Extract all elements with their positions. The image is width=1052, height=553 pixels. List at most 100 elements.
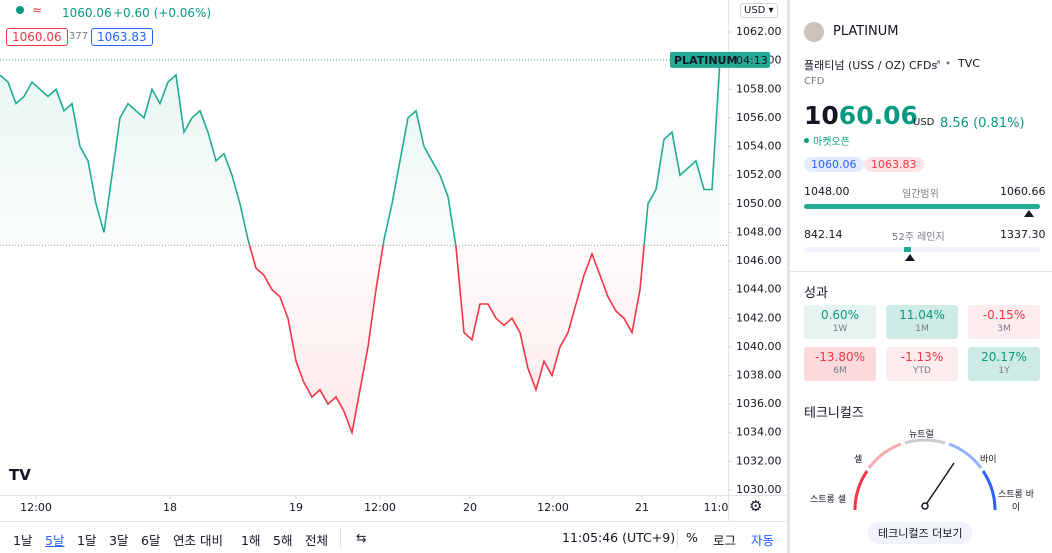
performance-value: -0.15% — [982, 308, 1026, 322]
x-tick-label: 12:00 — [20, 501, 52, 514]
x-tick-label: 19 — [289, 501, 303, 514]
description[interactable]: 플래티넘 (USS / OZ) CFDs — [804, 59, 938, 72]
y-tick-label: 1034.00 — [736, 426, 782, 439]
gauge-needle — [924, 462, 955, 507]
y-tick-label: 1038.00 — [736, 369, 782, 382]
date-range-icon[interactable]: ⇆ — [356, 530, 367, 545]
area-below — [0, 245, 720, 433]
ask-box[interactable]: 1063.83 — [91, 28, 153, 46]
sidebar: PLATINUM 플래티넘 (USS / OZ) CFDs ↗ • TVC CF… — [790, 0, 1052, 553]
performance-title: 성과 — [804, 286, 828, 301]
y-tick-label: 1052.00 — [736, 168, 782, 181]
chart: 1030.00 1032.00 1034.00 1036.00 1038.00 1040.… — [0, 0, 786, 522]
year-range-bar — [804, 247, 1040, 252]
divider — [340, 528, 341, 548]
y-tick-label: 1048.00 — [736, 225, 782, 238]
gauge-buy-label: 바이 — [980, 455, 997, 465]
y-tick-label: 1044.00 — [736, 283, 782, 296]
y-tick-label: 1032.00 — [736, 454, 782, 467]
range-button[interactable]: 5해 — [273, 533, 293, 548]
link-icon[interactable]: ↗ • — [932, 57, 952, 70]
y-tick-label: 1056.00 — [736, 111, 782, 124]
y-tick-label: 1042.00 — [736, 311, 782, 324]
symbol-icon — [804, 22, 824, 42]
performance-value: -13.80% — [814, 350, 866, 364]
performance-cell[interactable]: 11.04% 1M — [886, 305, 958, 339]
technicals-button[interactable]: 테크니컬즈 더보기 — [868, 522, 973, 544]
x-tick-label: 12:00 — [364, 501, 396, 514]
year-range-label: 52주 레인지 — [892, 232, 945, 243]
year-low: 842.14 — [804, 228, 843, 241]
price: 1060.06 — [804, 101, 918, 130]
performance-period: 1M — [915, 324, 929, 334]
y-tick-label: 1036.00 — [736, 397, 782, 410]
performance-period: 1Y — [998, 366, 1010, 376]
price-change: 8.56 (0.81%) — [940, 116, 1025, 131]
performance-cell[interactable]: -0.15% 3M — [968, 305, 1040, 339]
last-price-box — [670, 51, 770, 68]
currency-button[interactable]: USD ▾ — [740, 3, 778, 18]
x-tick-label: 18 — [163, 501, 177, 514]
range-button[interactable]: 연초 대비 — [173, 533, 223, 548]
x-tick-label: 21 — [635, 501, 649, 514]
gauge-sell-label: 셀 — [854, 455, 863, 465]
gauge-strong-buy-label: 스트롱 바이 — [998, 490, 1034, 513]
y-tick-label: 1062.00 — [736, 25, 782, 38]
price-unchanged: 10 — [804, 101, 839, 130]
range-button[interactable]: 3달 — [109, 533, 129, 548]
technicals-gauge — [853, 438, 997, 511]
spread: 377 — [69, 31, 89, 42]
y-tick-label: 1046.00 — [736, 254, 782, 267]
range-button[interactable]: 1달 — [77, 533, 97, 548]
performance-cell[interactable]: -13.80% 6M — [804, 347, 876, 381]
auto-toggle[interactable]: 자동 — [751, 533, 775, 548]
performance-period: 1W — [832, 324, 848, 334]
market-status: 마켓오픈 — [813, 137, 850, 148]
year-high: 1337.30 — [1000, 228, 1046, 241]
day-high: 1060.66 — [1000, 185, 1046, 198]
divider — [677, 528, 678, 548]
performance-period: 6M — [833, 366, 847, 376]
exchange: TVC — [958, 57, 980, 70]
price-line-below — [248, 245, 645, 436]
indicator-icon: ≈ — [32, 3, 43, 17]
y-tick-label: 1040.00 — [736, 340, 782, 353]
range-button[interactable]: 전체 — [305, 533, 329, 548]
technicals-title: 테크니컬즈 — [804, 406, 864, 421]
day-range-bar — [804, 204, 1040, 209]
range-button[interactable]: 1날 — [13, 533, 33, 548]
price-changed: 60.06 — [838, 101, 918, 130]
bid-badge: 1060.06 — [804, 157, 864, 172]
performance-cell[interactable]: -1.13% YTD — [886, 347, 958, 381]
settings-icon[interactable]: ⚙ — [749, 497, 763, 515]
performance-cell[interactable]: 0.60% 1W — [804, 305, 876, 339]
last-price-symbol: PLATINUM — [674, 54, 737, 67]
x-tick-label: 11:0 — [704, 501, 729, 514]
performance-value: 11.04% — [899, 308, 945, 322]
y-tick-label: 1050.00 — [736, 197, 782, 210]
percent-toggle[interactable]: % — [686, 530, 698, 545]
divider — [790, 271, 1052, 272]
bid-box[interactable]: 1060.06 — [6, 28, 68, 46]
performance-cell[interactable]: 20.17% 1Y — [968, 347, 1040, 381]
gauge-strong-buy — [981, 470, 997, 511]
log-toggle[interactable]: 로그 — [713, 533, 737, 548]
kind: CFD — [804, 76, 825, 87]
gauge-buy — [948, 442, 983, 469]
symbol: PLATINUM — [833, 24, 899, 39]
y-tick-label: 1054.00 — [736, 140, 782, 153]
x-tick-label: 12:00 — [537, 501, 569, 514]
gauge-strong-sell — [853, 470, 869, 511]
gauge-strong-sell-label: 스트롱 셀 — [810, 495, 846, 505]
status-dot — [16, 6, 24, 14]
year-range-marker — [905, 254, 915, 261]
performance-value: 20.17% — [981, 350, 1027, 364]
range-button[interactable]: 5날 — [45, 533, 65, 548]
day-range-label: 일간범위 — [902, 189, 939, 200]
range-button[interactable]: 6달 — [141, 533, 161, 548]
countdown: 04:13 — [736, 54, 768, 67]
y-tick-label: 1030.00 — [736, 483, 782, 496]
range-button[interactable]: 1해 — [241, 533, 261, 548]
x-tick-label: 20 — [463, 501, 477, 514]
